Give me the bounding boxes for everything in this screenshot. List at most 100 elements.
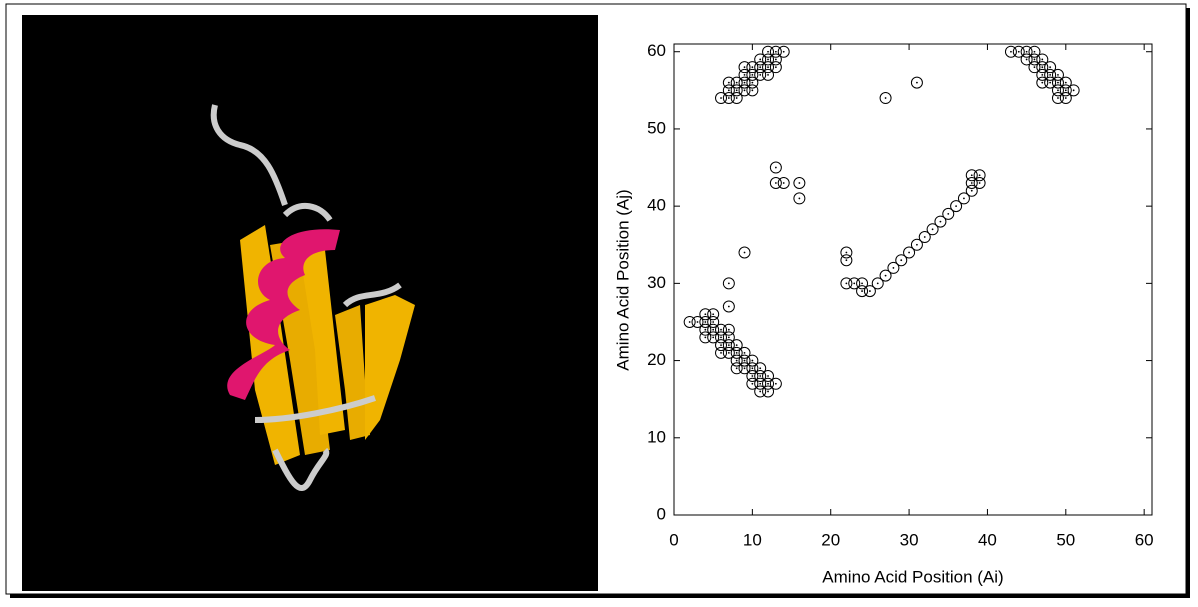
point-center: [1026, 59, 1028, 61]
point-center: [759, 383, 761, 385]
point-center: [775, 66, 777, 68]
point-center: [1049, 74, 1051, 76]
point-center: [736, 89, 738, 91]
point-center: [751, 375, 753, 377]
point-center: [893, 267, 895, 269]
point-center: [1041, 59, 1043, 61]
point-center: [736, 97, 738, 99]
point-center: [744, 252, 746, 254]
point-center: [736, 352, 738, 354]
point-center: [885, 97, 887, 99]
point-center: [1041, 74, 1043, 76]
point-center: [728, 352, 730, 354]
point-center: [712, 313, 714, 315]
point-center: [736, 82, 738, 84]
point-center: [751, 74, 753, 76]
point-center: [775, 383, 777, 385]
point-center: [751, 89, 753, 91]
x-tick-label: 0: [669, 530, 678, 549]
point-center: [751, 367, 753, 369]
point-center: [861, 290, 863, 292]
point-center: [767, 383, 769, 385]
point-center: [759, 59, 761, 61]
point-center: [1057, 97, 1059, 99]
x-tick-label: 60: [1135, 530, 1154, 549]
point-center: [924, 236, 926, 238]
x-axis-label: Amino Acid Position (Ai): [822, 567, 1003, 586]
point-center: [728, 329, 730, 331]
point-center: [783, 182, 785, 184]
point-center: [845, 282, 847, 284]
point-center: [728, 337, 730, 339]
point-center: [1041, 66, 1043, 68]
point-center: [908, 252, 910, 254]
point-center: [767, 66, 769, 68]
point-center: [728, 344, 730, 346]
point-center: [712, 337, 714, 339]
point-center: [1034, 66, 1036, 68]
point-center: [744, 367, 746, 369]
y-tick-label: 60: [647, 41, 666, 60]
point-center: [963, 198, 965, 200]
point-center: [775, 59, 777, 61]
point-center: [1065, 97, 1067, 99]
point-center: [955, 205, 957, 207]
point-center: [712, 329, 714, 331]
y-tick-label: 30: [647, 273, 666, 292]
point-center: [767, 375, 769, 377]
point-center: [759, 375, 761, 377]
point-center: [767, 51, 769, 53]
point-center: [783, 51, 785, 53]
point-center: [932, 228, 934, 230]
point-center: [759, 391, 761, 393]
point-center: [979, 174, 981, 176]
point-center: [751, 82, 753, 84]
point-center: [744, 352, 746, 354]
point-center: [971, 182, 973, 184]
point-center: [940, 221, 942, 223]
point-center: [728, 306, 730, 308]
point-center: [916, 244, 918, 246]
point-center: [720, 344, 722, 346]
point-center: [704, 337, 706, 339]
point-center: [736, 367, 738, 369]
x-tick-label: 30: [900, 530, 919, 549]
y-axis-label: Amino Acid Position (Aj): [613, 189, 632, 370]
point-center: [845, 259, 847, 261]
point-center: [1010, 51, 1012, 53]
point-center: [1057, 74, 1059, 76]
point-center: [744, 82, 746, 84]
point-center: [1049, 82, 1051, 84]
point-center: [971, 190, 973, 192]
page: {"chart_data": { "type": "scatter", "xla…: [0, 0, 1198, 607]
point-center: [697, 321, 699, 323]
y-tick-label: 0: [657, 504, 666, 523]
point-center: [720, 329, 722, 331]
point-center: [1065, 89, 1067, 91]
point-center: [744, 66, 746, 68]
point-center: [720, 97, 722, 99]
point-center: [853, 282, 855, 284]
point-center: [751, 383, 753, 385]
y-tick-label: 40: [647, 196, 666, 215]
point-center: [1049, 66, 1051, 68]
point-center: [712, 321, 714, 323]
point-center: [775, 167, 777, 169]
point-center: [759, 367, 761, 369]
point-center: [1065, 82, 1067, 84]
point-center: [759, 66, 761, 68]
y-tick-label: 10: [647, 427, 666, 446]
point-center: [979, 182, 981, 184]
point-center: [798, 182, 800, 184]
point-center: [704, 329, 706, 331]
point-center: [947, 213, 949, 215]
point-center: [744, 360, 746, 362]
point-center: [704, 313, 706, 315]
point-center: [1034, 51, 1036, 53]
point-center: [900, 259, 902, 261]
point-center: [689, 321, 691, 323]
point-center: [728, 282, 730, 284]
point-center: [1018, 51, 1020, 53]
point-center: [728, 89, 730, 91]
point-center: [877, 282, 879, 284]
